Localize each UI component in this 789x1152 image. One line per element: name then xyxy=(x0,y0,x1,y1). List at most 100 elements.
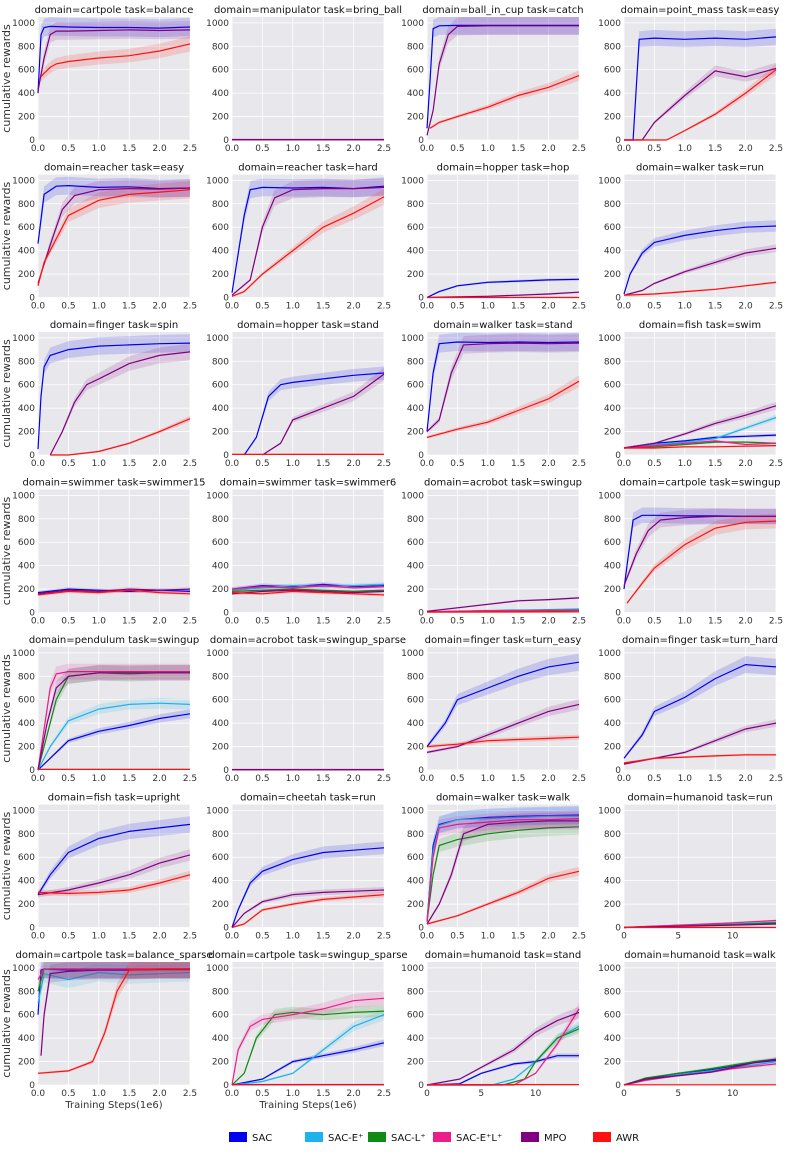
panel-14-line-MPO xyxy=(426,597,580,612)
panel-7-line-MPO xyxy=(623,247,777,296)
panel-16-xtick-label: 2.0 xyxy=(152,774,167,784)
panel-26-ytick-label: 600 xyxy=(407,1011,424,1021)
panel-26-plot-area xyxy=(427,962,579,1085)
panel-17-ytick-label: 800 xyxy=(212,672,229,682)
panel-2-plot-area xyxy=(427,17,579,140)
panel-24-xtick-label: 1.0 xyxy=(92,1089,107,1099)
panel-5-line-MPO xyxy=(231,186,385,296)
panel-7-line-AWR xyxy=(623,281,777,296)
panel-20-title: domain=fish task=upright xyxy=(48,793,181,804)
panel-27-line-MPO xyxy=(623,1058,777,1086)
panel-24-ytick-label: 1000 xyxy=(12,964,35,974)
panel-6-xtick-label: 1.5 xyxy=(511,302,525,312)
panel-13-xtick-label: 1.0 xyxy=(286,617,301,627)
panel-16-xtick-label: 2.5 xyxy=(183,774,197,784)
panel-22-line-AWR xyxy=(426,870,580,925)
panel-21-ytick-label: 800 xyxy=(212,830,229,840)
panel-2-ytick-label: 600 xyxy=(407,66,424,76)
panel-14-title: domain=acrobot task=swingup xyxy=(424,478,582,489)
panel-3-xtick-label: 2.0 xyxy=(738,144,753,154)
panel-20-ytick-label: 0 xyxy=(29,924,35,934)
panel-2-line-AWR xyxy=(429,75,580,129)
panel-0-ylabel: cumulative rewards xyxy=(0,24,13,133)
panel-3-xtick-label: 2.5 xyxy=(769,144,783,154)
panel-0-band-SAC xyxy=(38,17,190,97)
panel-18-line-SAC xyxy=(426,661,580,747)
panel-4-ytick-label: 600 xyxy=(18,223,35,233)
panel-0-line-MPO xyxy=(37,29,191,91)
panel-27-line-SACL xyxy=(623,1058,777,1086)
legend-label-SACL: SAC-L⁺ xyxy=(391,1133,426,1144)
panel-11-xtick-label: 2.5 xyxy=(769,459,783,469)
panel-26-band-SACEL xyxy=(427,1002,579,1085)
panel-19-line-SAC xyxy=(623,663,777,759)
legend-swatch-SACEL xyxy=(433,1132,451,1142)
panel-8-band-SAC xyxy=(38,334,190,451)
panel-8-ytick-label: 0 xyxy=(29,451,35,461)
panel-26-xtick-label: 0 xyxy=(424,1089,430,1099)
panel-8-ylabel: cumulative rewards xyxy=(0,339,13,448)
panel-0-title: domain=cartpole task=balance xyxy=(35,5,194,16)
panel-27-ytick-label: 400 xyxy=(604,1034,621,1044)
panel-24-ytick-label: 600 xyxy=(18,1011,35,1021)
panel-14-ytick-label: 600 xyxy=(407,538,424,548)
panel-5-xtick-label: 0.0 xyxy=(225,302,240,312)
panel-13-xtick-label: 2.0 xyxy=(346,617,361,627)
panel-24-xtick-label: 0.0 xyxy=(31,1089,46,1099)
panel-5-xtick-label: 1.5 xyxy=(316,302,330,312)
panel-20-ytick-label: 800 xyxy=(18,830,35,840)
panel-3-ytick-label: 1000 xyxy=(598,19,621,29)
panel-7-xtick-label: 1.5 xyxy=(708,302,722,312)
panel-19-xtick-label: 1.5 xyxy=(708,774,722,784)
panel-22-line-SACEL xyxy=(426,818,580,922)
panel-9-xtick-label: 0.5 xyxy=(255,459,269,469)
panel-1-ytick-label: 400 xyxy=(212,89,229,99)
panel-13-xtick-label: 0.5 xyxy=(255,617,269,627)
panel-0-band-MPO xyxy=(38,21,190,95)
panel-21-xtick-label: 1.0 xyxy=(286,932,301,942)
panel-5-band-SAC xyxy=(232,177,384,294)
panel-10-xtick-label: 0.0 xyxy=(420,459,435,469)
panel-21-xtick-label: 0.5 xyxy=(255,932,269,942)
panel-25-ytick-label: 0 xyxy=(223,1081,229,1091)
panel-9-line-SAC xyxy=(243,372,385,456)
panel-13-ytick-label: 800 xyxy=(212,515,229,525)
panel-7-band-SAC xyxy=(624,220,776,295)
panel-21-plot-area xyxy=(232,804,384,928)
panel-25-ytick-label: 800 xyxy=(212,987,229,997)
panel-13-ytick-label: 1000 xyxy=(206,491,229,501)
panel-12-band-AWR xyxy=(38,588,190,597)
panel-3-plot-area xyxy=(624,17,776,140)
panel-21-line-MPO xyxy=(231,889,385,928)
panel-24-ytick-label: 200 xyxy=(18,1058,35,1068)
panel-22-xtick-label: 2.5 xyxy=(572,932,586,942)
panel-26-ytick-label: 200 xyxy=(407,1058,424,1068)
panel-12-ylabel: cumulative rewards xyxy=(0,496,13,605)
panel-16-ytick-label: 1000 xyxy=(12,649,35,659)
panel-26-ytick-label: 400 xyxy=(407,1034,424,1044)
panel-19-ytick-label: 0 xyxy=(615,766,621,776)
panel-7-xtick-label: 2.0 xyxy=(738,302,753,312)
legend-label-SACEL: SAC-E⁺L⁺ xyxy=(456,1133,502,1144)
panel-7-title: domain=walker task=run xyxy=(636,163,764,174)
panel-19-xtick-label: 1.0 xyxy=(678,774,693,784)
panel-4-xtick-label: 2.0 xyxy=(152,302,167,312)
panel-22-xtick-label: 2.0 xyxy=(541,932,556,942)
panel-13-line-SACL xyxy=(231,588,385,593)
panel-23-plot-area xyxy=(624,804,776,928)
panel-19-ytick-label: 200 xyxy=(604,743,621,753)
panel-8-xtick-label: 2.5 xyxy=(183,459,197,469)
panel-22-xtick-label: 0.5 xyxy=(450,932,464,942)
panel-17-xtick-label: 2.5 xyxy=(377,774,391,784)
panel-10-line-AWR xyxy=(426,380,580,438)
panel-4-ytick-label: 400 xyxy=(18,247,35,257)
panel-6-ytick-label: 200 xyxy=(407,270,424,280)
panel-20-xtick-label: 0.5 xyxy=(61,932,75,942)
panel-0-xtick-label: 1.5 xyxy=(122,144,136,154)
panel-19-ytick-label: 1000 xyxy=(598,649,621,659)
panel-5-band-AWR xyxy=(232,188,384,298)
panel-6-ytick-label: 800 xyxy=(407,200,424,210)
panel-25-xtick-label: 2.5 xyxy=(377,1089,391,1099)
panel-14-ytick-label: 0 xyxy=(418,609,424,619)
panel-16-band-SAC xyxy=(38,709,190,770)
